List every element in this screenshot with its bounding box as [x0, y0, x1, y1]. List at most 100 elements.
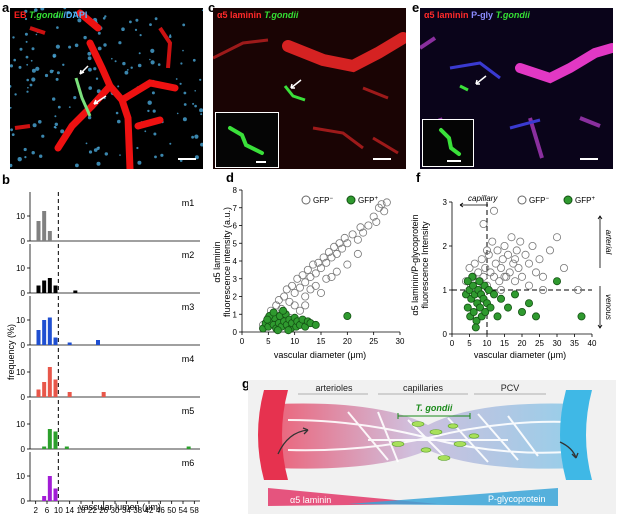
dapi-nucleus	[52, 97, 56, 101]
histogram-m6: 0 10 m6	[16, 452, 200, 506]
legend-marker-gfp-pos	[346, 195, 356, 205]
scatter-point	[343, 312, 352, 321]
histogram-bar	[47, 429, 52, 449]
dapi-nucleus	[119, 154, 121, 156]
dapi-nucleus	[122, 61, 126, 66]
dapi-nucleus	[77, 18, 82, 23]
scatter-point	[475, 277, 484, 286]
dapi-nucleus	[183, 103, 187, 106]
svg-text:GFP+: GFP+	[575, 196, 595, 205]
dapi-nucleus	[62, 63, 65, 66]
scatter-point	[509, 259, 518, 268]
arteriole-cross-section	[258, 390, 288, 480]
x-tick-label: 25	[535, 339, 544, 348]
histogram-m2: 0 10 m2	[16, 244, 200, 298]
scatter-point	[521, 250, 530, 259]
scatter-point	[319, 253, 328, 262]
scatter-point	[322, 258, 331, 267]
scatter-point	[525, 281, 534, 290]
dapi-nucleus	[83, 35, 87, 40]
scatter-point	[463, 277, 472, 286]
dapi-nucleus	[130, 66, 133, 69]
histogram-y-axis-label: frequency (%)	[6, 324, 16, 380]
dapi-nucleus	[24, 32, 28, 36]
scatter-point	[364, 221, 373, 230]
histogram-bar	[53, 379, 58, 397]
dapi-nucleus	[72, 11, 75, 14]
scatter-point	[538, 286, 547, 295]
scatter-point	[486, 303, 495, 312]
dapi-nucleus	[115, 111, 119, 115]
dapi-nucleus	[54, 115, 57, 118]
y-tick-label: 10	[16, 368, 25, 377]
scatter-point	[356, 223, 365, 232]
scatter-point	[324, 248, 333, 257]
scatter-point	[512, 246, 521, 255]
scatter-point	[577, 312, 586, 321]
laminin-gradient-label: α5 laminin	[290, 495, 331, 505]
y-tick-label: 5	[233, 239, 238, 248]
dapi-nucleus	[111, 57, 113, 60]
dapi-nucleus	[150, 48, 155, 54]
y-tick-label: 0	[443, 330, 448, 339]
dapi-nucleus	[23, 147, 27, 152]
arterial-annotation: arterial	[604, 230, 613, 255]
dapi-nucleus	[10, 106, 12, 109]
dapi-nucleus	[11, 133, 15, 136]
dapi-nucleus	[67, 11, 71, 15]
scatter-point	[497, 264, 506, 273]
x-tick-label: 2	[33, 506, 38, 515]
dapi-nucleus	[24, 9, 28, 13]
svg-text:GFP+: GFP+	[358, 196, 378, 205]
dapi-nucleus	[44, 73, 49, 78]
scatter-point	[490, 206, 499, 215]
venous-annotation: venous	[604, 294, 613, 320]
dapi-nucleus	[60, 129, 65, 134]
dapi-nucleus	[87, 51, 92, 56]
scatter-point	[348, 230, 357, 239]
dapi-nucleus	[52, 55, 56, 58]
capillary-lines	[287, 411, 569, 463]
dapi-nucleus	[200, 142, 203, 147]
panel-label-e: e	[412, 0, 420, 15]
scatter-point	[280, 292, 289, 301]
dapi-nucleus	[27, 86, 29, 89]
dapi-nucleus	[201, 9, 203, 12]
x-tick-label: 30	[553, 339, 562, 348]
dapi-nucleus	[160, 153, 164, 157]
histogram-m3: 0 10 m3	[16, 296, 200, 350]
x-tick-label: 35	[570, 339, 579, 348]
dapi-nucleus	[199, 78, 202, 81]
y-tick-label: 10	[16, 420, 25, 429]
dapi-nucleus	[68, 106, 71, 108]
dapi-nucleus	[176, 112, 179, 115]
scatter-point	[273, 326, 282, 335]
scatter-point	[511, 277, 520, 286]
dapi-nucleus	[191, 135, 195, 139]
dapi-nucleus	[102, 17, 106, 20]
scatter-point	[301, 301, 310, 310]
dapi-nucleus	[152, 109, 156, 113]
histogram-m1: 0 10 m1	[16, 192, 200, 246]
arterioles-label: arterioles	[315, 383, 353, 393]
panel-label-g: g	[242, 376, 250, 391]
series-gfp-pos	[259, 306, 352, 335]
dapi-nucleus	[179, 82, 182, 85]
pgly-gradient-label: P-glycoprotein	[488, 494, 546, 504]
capillary-arrow	[459, 202, 488, 208]
scatter-point	[479, 220, 488, 229]
scatter-point	[343, 260, 352, 269]
scatter-point	[504, 303, 513, 312]
scatter-point	[505, 268, 514, 277]
x-tick-label: 14	[65, 506, 74, 515]
x-tick-label: 18	[77, 506, 86, 515]
scatter-point	[504, 250, 513, 259]
histogram-bar	[186, 446, 191, 449]
legend-label-gfp-neg: GFP	[529, 196, 545, 205]
scatter-point	[552, 277, 561, 286]
scatter-point	[497, 286, 506, 295]
scatter-point	[545, 246, 554, 255]
scatter-f-y-axis-label-2: fluorescence Intensity	[420, 221, 430, 309]
scatter-point	[465, 264, 474, 273]
x-tick-label: 50	[167, 506, 176, 515]
